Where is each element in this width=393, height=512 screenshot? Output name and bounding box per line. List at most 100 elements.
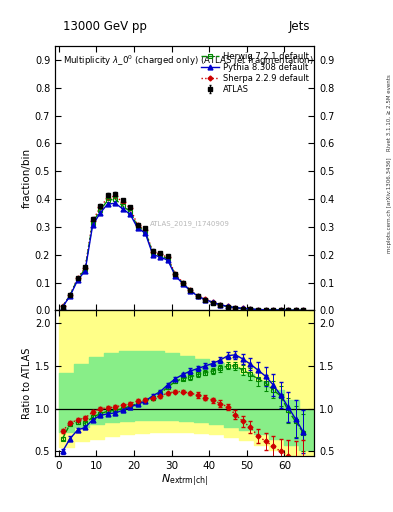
Sherpa 2.2.9 default <box>195 292 200 298</box>
Pythia 8.308 default <box>120 206 125 212</box>
Text: 13000 GeV pp: 13000 GeV pp <box>63 20 147 33</box>
Pythia 8.308 default <box>195 293 200 299</box>
Sherpa 2.2.9 default <box>113 193 118 199</box>
Herwig 7.2.1 default <box>180 280 185 286</box>
Herwig 7.2.1 default <box>278 307 283 313</box>
Sherpa 2.2.9 default <box>293 307 298 313</box>
Sherpa 2.2.9 default <box>188 287 193 293</box>
Herwig 7.2.1 default <box>173 272 178 278</box>
Herwig 7.2.1 default <box>301 307 305 313</box>
Sherpa 2.2.9 default <box>233 305 238 311</box>
Text: Rivet 3.1.10, ≥ 2.5M events: Rivet 3.1.10, ≥ 2.5M events <box>387 74 392 151</box>
Pythia 8.308 default <box>98 210 103 216</box>
Herwig 7.2.1 default <box>218 302 223 308</box>
Herwig 7.2.1 default <box>151 250 155 257</box>
Herwig 7.2.1 default <box>98 207 103 214</box>
Pythia 8.308 default <box>233 305 238 311</box>
Herwig 7.2.1 default <box>226 304 230 310</box>
Pythia 8.308 default <box>68 293 72 299</box>
Text: ATLAS_2019_I1740909: ATLAS_2019_I1740909 <box>150 220 230 226</box>
Herwig 7.2.1 default <box>128 208 132 215</box>
Text: mcplots.cern.ch [arXiv:1306.3436]: mcplots.cern.ch [arXiv:1306.3436] <box>387 157 392 252</box>
Sherpa 2.2.9 default <box>278 307 283 313</box>
Sherpa 2.2.9 default <box>286 307 290 313</box>
Sherpa 2.2.9 default <box>256 306 261 312</box>
Pythia 8.308 default <box>75 277 80 283</box>
Sherpa 2.2.9 default <box>90 218 95 224</box>
Pythia 8.308 default <box>293 307 298 313</box>
Pythia 8.308 default <box>286 307 290 313</box>
Y-axis label: fraction/bin: fraction/bin <box>22 148 32 208</box>
Herwig 7.2.1 default <box>271 307 275 313</box>
Herwig 7.2.1 default <box>188 288 193 294</box>
Sherpa 2.2.9 default <box>211 299 215 305</box>
Pythia 8.308 default <box>165 257 170 263</box>
Sherpa 2.2.9 default <box>173 271 178 278</box>
Text: Jets: Jets <box>289 20 310 33</box>
Sherpa 2.2.9 default <box>203 296 208 303</box>
Herwig 7.2.1 default <box>248 306 253 312</box>
Pythia 8.308 default <box>211 299 215 305</box>
Herwig 7.2.1 default <box>293 307 298 313</box>
Sherpa 2.2.9 default <box>218 302 223 308</box>
Herwig 7.2.1 default <box>165 256 170 262</box>
Herwig 7.2.1 default <box>241 306 245 312</box>
Sherpa 2.2.9 default <box>98 204 103 210</box>
Sherpa 2.2.9 default <box>301 307 305 313</box>
Pythia 8.308 default <box>218 302 223 308</box>
Pythia 8.308 default <box>135 225 140 231</box>
Sherpa 2.2.9 default <box>180 280 185 286</box>
Pythia 8.308 default <box>83 268 88 274</box>
Sherpa 2.2.9 default <box>226 304 230 310</box>
Herwig 7.2.1 default <box>158 252 163 259</box>
Text: Multiplicity $\lambda\_0^0$ (charged only) (ATLAS jet fragmentation): Multiplicity $\lambda\_0^0$ (charged onl… <box>63 54 314 69</box>
Sherpa 2.2.9 default <box>68 292 72 298</box>
Pythia 8.308 default <box>158 254 163 260</box>
Herwig 7.2.1 default <box>143 228 148 234</box>
Sherpa 2.2.9 default <box>271 307 275 313</box>
Sherpa 2.2.9 default <box>241 305 245 311</box>
Pythia 8.308 default <box>188 288 193 294</box>
Legend: Herwig 7.2.1 default, Pythia 8.308 default, Sherpa 2.2.9 default, ATLAS: Herwig 7.2.1 default, Pythia 8.308 defau… <box>199 50 310 96</box>
Pythia 8.308 default <box>256 306 261 312</box>
Sherpa 2.2.9 default <box>158 251 163 257</box>
Pythia 8.308 default <box>113 200 118 206</box>
Sherpa 2.2.9 default <box>75 275 80 281</box>
Pythia 8.308 default <box>263 307 268 313</box>
Sherpa 2.2.9 default <box>165 254 170 261</box>
Sherpa 2.2.9 default <box>128 205 132 211</box>
X-axis label: $N_{\mathrm{extrm|ch|}}$: $N_{\mathrm{extrm|ch|}}$ <box>161 472 208 487</box>
Herwig 7.2.1 default <box>263 307 268 313</box>
Herwig 7.2.1 default <box>256 306 261 312</box>
Pythia 8.308 default <box>271 307 275 313</box>
Pythia 8.308 default <box>128 211 132 218</box>
Pythia 8.308 default <box>241 305 245 311</box>
Sherpa 2.2.9 default <box>135 222 140 228</box>
Sherpa 2.2.9 default <box>83 265 88 271</box>
Herwig 7.2.1 default <box>120 203 125 209</box>
Herwig 7.2.1 default <box>90 220 95 226</box>
Sherpa 2.2.9 default <box>120 199 125 205</box>
Pythia 8.308 default <box>143 230 148 236</box>
Sherpa 2.2.9 default <box>151 249 155 255</box>
Line: Sherpa 2.2.9 default: Sherpa 2.2.9 default <box>61 195 305 312</box>
Herwig 7.2.1 default <box>83 266 88 272</box>
Pythia 8.308 default <box>226 304 230 310</box>
Pythia 8.308 default <box>248 306 253 312</box>
Pythia 8.308 default <box>151 251 155 258</box>
Herwig 7.2.1 default <box>233 305 238 311</box>
Pythia 8.308 default <box>173 273 178 279</box>
Pythia 8.308 default <box>278 307 283 313</box>
Line: Pythia 8.308 default: Pythia 8.308 default <box>60 201 305 313</box>
Pythia 8.308 default <box>180 281 185 287</box>
Herwig 7.2.1 default <box>203 297 208 303</box>
Sherpa 2.2.9 default <box>143 227 148 233</box>
Pythia 8.308 default <box>105 201 110 207</box>
Herwig 7.2.1 default <box>60 304 65 310</box>
Herwig 7.2.1 default <box>211 300 215 306</box>
Herwig 7.2.1 default <box>113 196 118 202</box>
Herwig 7.2.1 default <box>68 292 72 298</box>
Line: Herwig 7.2.1 default: Herwig 7.2.1 default <box>61 197 305 312</box>
Herwig 7.2.1 default <box>286 307 290 313</box>
Sherpa 2.2.9 default <box>60 304 65 310</box>
